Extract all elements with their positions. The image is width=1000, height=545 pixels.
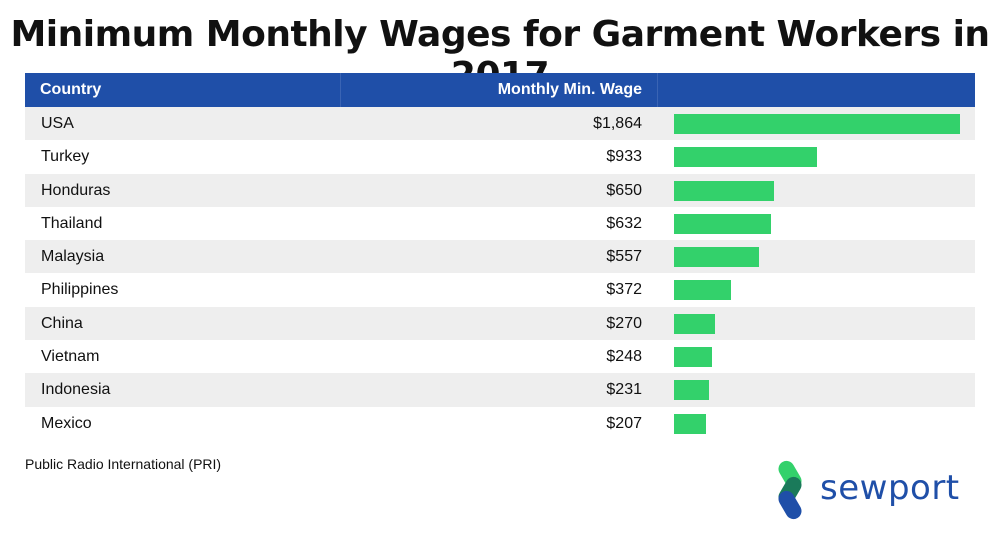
header-divider <box>340 73 341 107</box>
table-row: Turkey $933 <box>25 140 975 173</box>
wage-value-label: $650 <box>606 181 642 199</box>
source-note: Public Radio International (PRI) <box>25 456 222 472</box>
table-row: Philippines $372 <box>25 273 975 306</box>
wage-value-label: $231 <box>606 381 642 399</box>
wage-value-label: $632 <box>606 214 642 232</box>
country-label: Honduras <box>41 181 111 199</box>
wage-value-label: $1,864 <box>593 115 642 132</box>
country-label: Turkey <box>41 148 90 166</box>
wage-bar <box>674 213 771 234</box>
wage-bar <box>674 413 706 434</box>
sewport-logo: sewport <box>770 458 980 522</box>
table-row: USA $1,864 <box>25 107 975 141</box>
wage-value-label: $372 <box>606 281 642 299</box>
wage-value-label: $557 <box>606 248 642 266</box>
sewport-logo-text: sewport <box>820 468 960 508</box>
wage-bar <box>674 147 817 168</box>
wage-bar <box>674 313 715 334</box>
header-divider <box>657 73 658 107</box>
wage-bar <box>674 380 709 401</box>
wage-bar <box>674 280 731 301</box>
table-body: USA $1,864 Turkey $933 Honduras $650 Thailand $… <box>25 107 975 440</box>
wage-value-label: $207 <box>606 414 642 432</box>
table-row: Thailand $632 <box>25 207 975 240</box>
table-row: China $270 <box>25 306 975 341</box>
wage-bar <box>674 247 759 268</box>
wage-bar <box>674 180 774 201</box>
column-header-wage: Monthly Min. Wage <box>497 81 642 98</box>
wage-table: Country Monthly Min. Wage USA $1,864 Turke… <box>25 73 975 440</box>
table-row: Vietnam $248 <box>25 340 975 373</box>
table-row: Malaysia $557 <box>25 240 975 274</box>
country-label: Indonesia <box>41 381 111 399</box>
wage-bar <box>674 114 960 134</box>
column-header-country: Country <box>40 81 102 98</box>
country-label: China <box>41 314 83 332</box>
wage-bar <box>674 347 712 368</box>
sewport-logo-icon <box>778 460 802 520</box>
table-row: Honduras $650 <box>25 173 975 207</box>
country-label: Thailand <box>41 214 103 232</box>
country-label: Vietnam <box>41 348 100 366</box>
wage-value-label: $270 <box>606 314 642 332</box>
table-row: Indonesia $231 <box>25 373 975 407</box>
country-label: Philippines <box>41 281 119 299</box>
table-header: Country Monthly Min. Wage <box>25 73 975 107</box>
country-label: USA <box>41 115 74 132</box>
wage-value-label: $248 <box>606 348 642 366</box>
table-row: Mexico $207 <box>25 407 975 440</box>
country-label: Malaysia <box>41 248 105 266</box>
country-label: Mexico <box>41 414 92 432</box>
wage-value-label: $933 <box>606 148 642 166</box>
